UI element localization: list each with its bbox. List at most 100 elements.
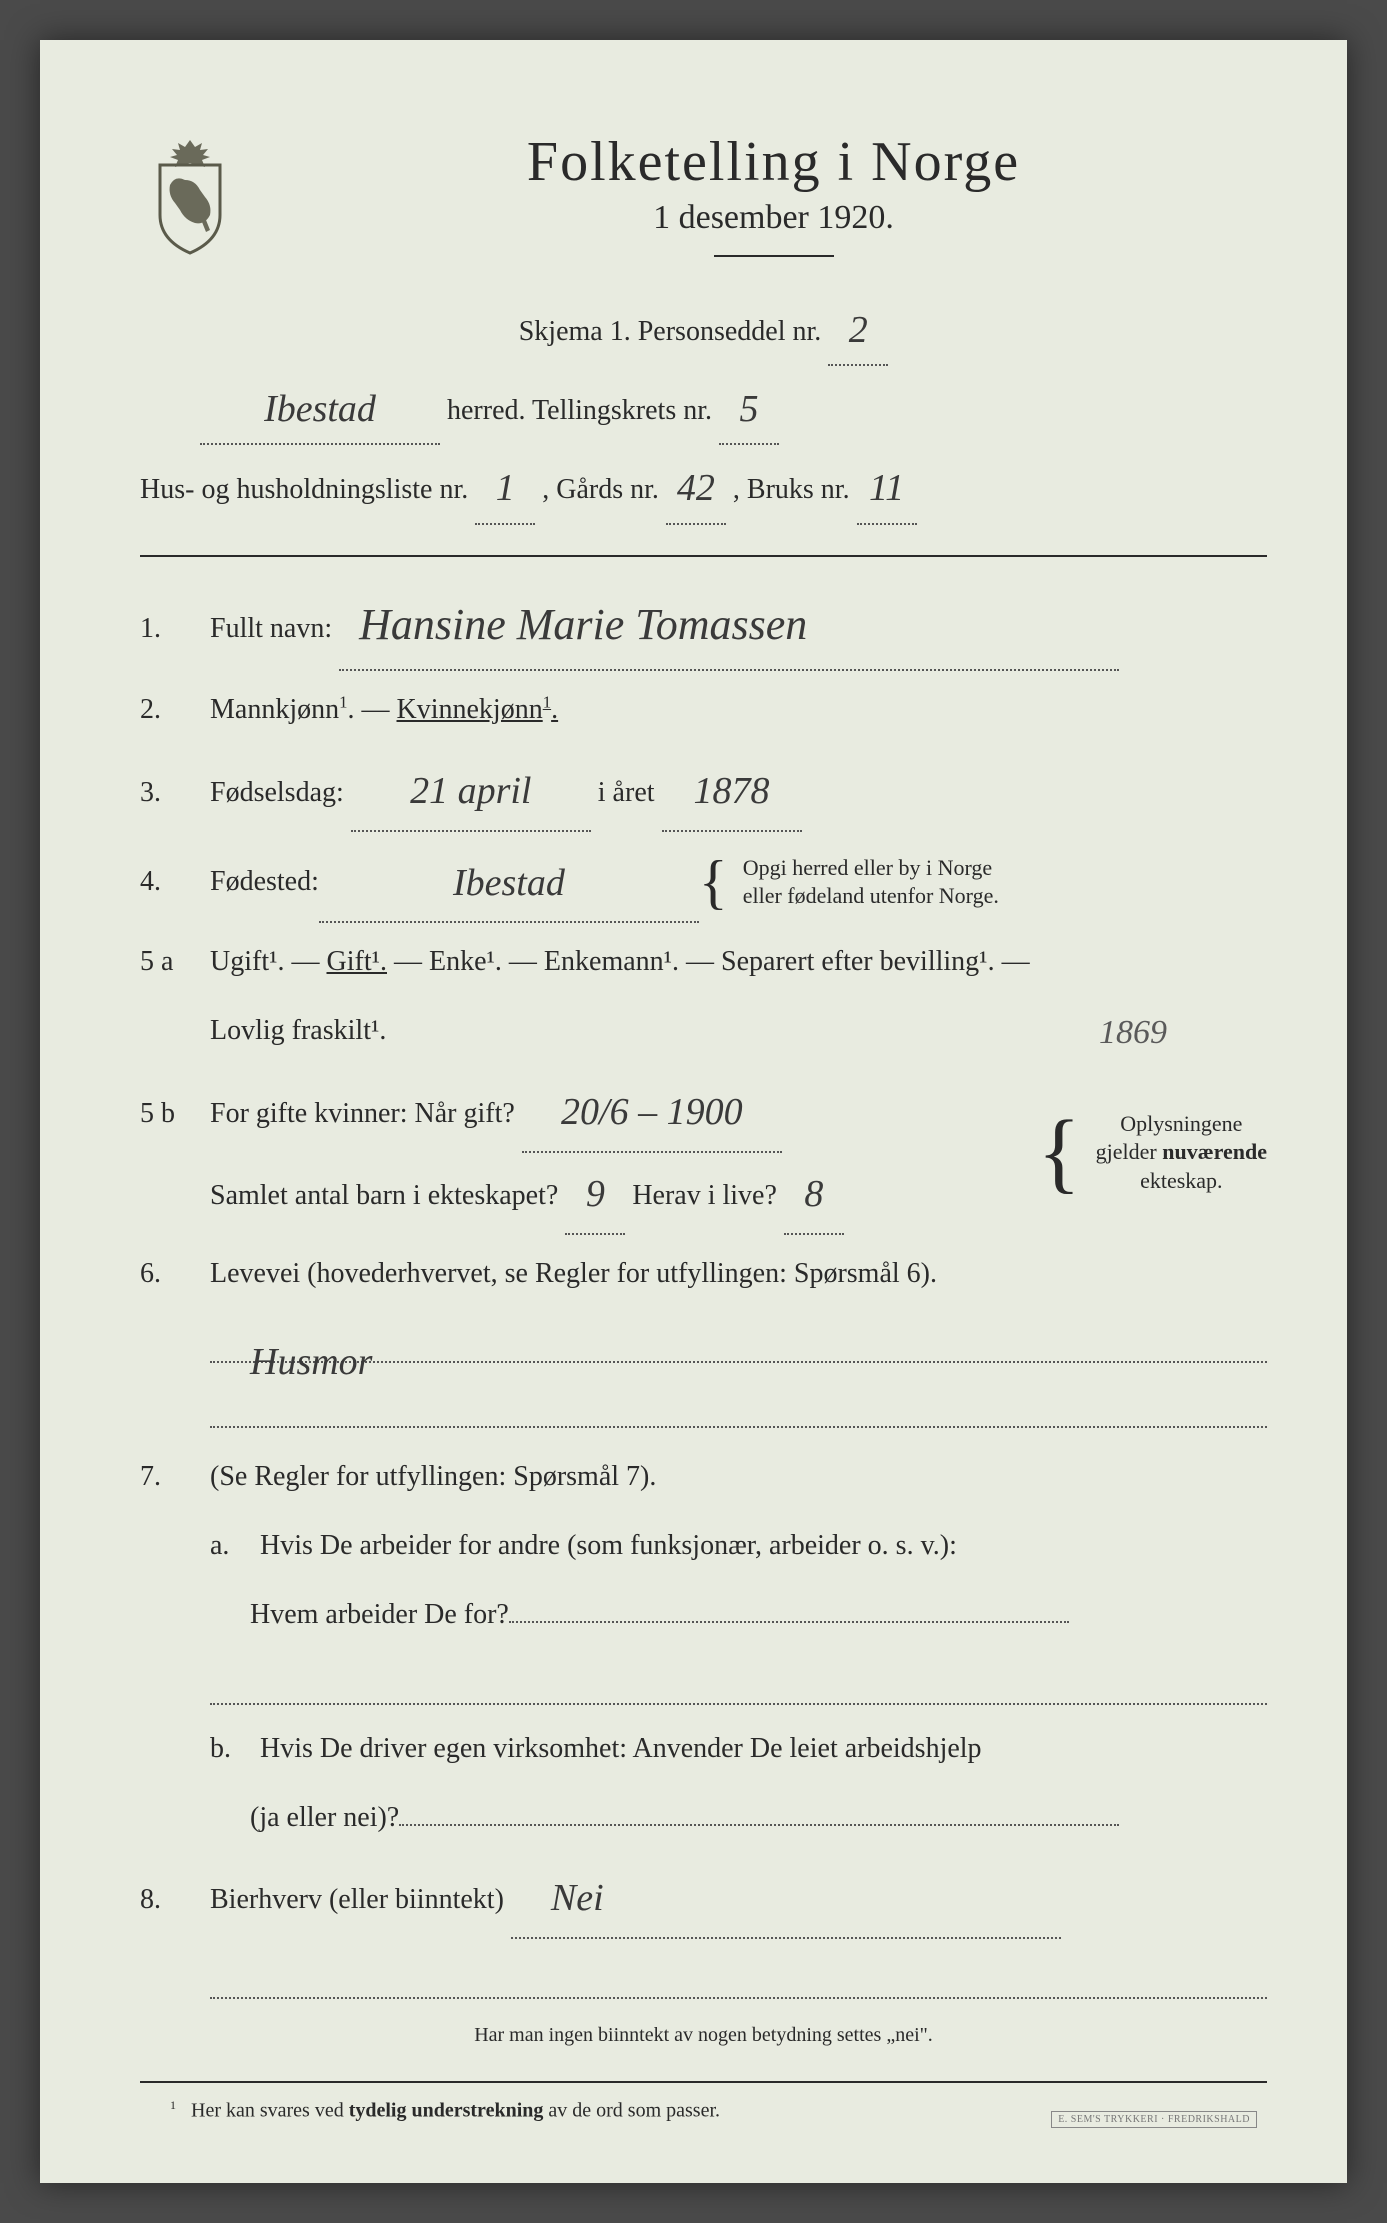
q1-num: 1. <box>140 600 210 659</box>
divider <box>140 555 1267 557</box>
q3-num: 3. <box>140 764 210 823</box>
census-form-page: Folketelling i Norge 1 desember 1920. Sk… <box>40 40 1347 2183</box>
occupation-value: Husmor <box>250 1341 372 1383</box>
bruks-field: 11 <box>857 450 917 524</box>
gards-value: 42 <box>677 467 715 509</box>
footer-hint: Har man ingen biinntekt av nogen betydni… <box>140 2014 1267 2056</box>
q7a-text2: Hvem arbeider De for? <box>250 1586 509 1645</box>
q2-sup1: 1 <box>339 693 347 712</box>
gards-label: , Gårds nr. <box>542 474 659 505</box>
q7b-text2: (ja eller nei)? <box>250 1789 399 1848</box>
q5b-l2b: Herav i live? <box>632 1180 777 1211</box>
q5a-rest: — Enke¹. — Enkemann¹. — Separert efter b… <box>394 946 1030 977</box>
footnote-text: Her kan svares ved tydelig understreknin… <box>191 2100 720 2122</box>
birthplace-field: Ibestad <box>319 842 699 924</box>
q7b-text1: Hvis De driver egen virksomhet: Anvender… <box>260 1720 1267 1779</box>
q7a-text1: Hvis De arbeider for andre (som funksjon… <box>260 1517 1267 1576</box>
q2-sup2: 1 <box>543 693 551 712</box>
marriage-date-field: 20/6 – 1900 <box>522 1071 782 1153</box>
question-4: 4. Fødested: Ibestad { Opgi herred eller… <box>140 842 1267 924</box>
person-nr-value: 2 <box>849 309 868 351</box>
q6-label: Levevei (hovederhvervet, se Regler for u… <box>210 1245 1267 1304</box>
children-alive-field: 8 <box>784 1153 844 1235</box>
q5b-brace: { Oplysningene gjelder nuværende ekteska… <box>1037 1110 1267 1196</box>
q4-note2: eller fødeland utenfor Norge. <box>743 883 999 908</box>
question-2: 2. Mannkjønn1. — Kvinnekjønn1. <box>140 681 1267 740</box>
q7-num: 7. <box>140 1448 210 1507</box>
birthplace-value: Ibestad <box>453 862 565 904</box>
herred-label: herred. Tellingskrets nr. <box>447 395 712 426</box>
question-3: 3. Fødselsdag: 21 april i året 1878 <box>140 750 1267 832</box>
employer-line2 <box>210 1655 1267 1705</box>
q3-label: Fødselsdag: <box>210 777 344 808</box>
occupation-field: Husmor <box>210 1313 1267 1363</box>
question-5b: 5 b For gifte kvinner: Når gift? 20/6 – … <box>140 1071 1267 1235</box>
hired-help-field <box>399 1824 1119 1826</box>
birthyear-value: 1878 <box>694 770 770 812</box>
children-total-value: 9 <box>586 1173 605 1215</box>
q1-label: Fullt navn: <box>210 613 332 644</box>
person-nr-field: 2 <box>828 292 888 366</box>
fullname-value: Hansine Marie Tomassen <box>359 600 807 649</box>
hush-value: 1 <box>496 467 515 509</box>
q8-num: 8. <box>140 1871 210 1930</box>
q3-mid: i året <box>598 777 655 808</box>
q5b-l2a: Samlet antal barn i ekteskapet? <box>210 1180 558 1211</box>
questions: 1. Fullt navn: Hansine Marie Tomassen 2.… <box>140 577 1267 2057</box>
q4-label: Fødested: <box>210 853 319 912</box>
header: Folketelling i Norge 1 desember 1920. <box>140 130 1267 282</box>
question-7b-line2: (ja eller nei)? <box>140 1789 1267 1848</box>
q5b-note3: ekteskap. <box>1140 1168 1222 1193</box>
q5a-gift-underlined: Gift¹. <box>327 946 388 977</box>
hush-label: Hus- og husholdningsliste nr. <box>140 474 468 505</box>
q7-label: (Se Regler for utfyllingen: Spørsmål 7). <box>210 1448 1267 1507</box>
q5b-note2b: nuværende <box>1162 1139 1267 1164</box>
main-title: Folketelling i Norge <box>280 130 1267 194</box>
q4-brace: { Opgi herred eller by i Norge eller fød… <box>699 854 999 911</box>
q5b-l1a: For gifte kvinner: Når gift? <box>210 1098 515 1129</box>
fullname-field: Hansine Marie Tomassen <box>339 577 1119 671</box>
q5b-num: 5 b <box>140 1085 210 1144</box>
margin-year-note: 1869 <box>1099 997 1167 1068</box>
q2-male: Mannkjønn <box>210 694 339 725</box>
q2-female-underlined: Kvinnekjønn <box>397 694 543 725</box>
employer-field <box>509 1621 1069 1623</box>
coat-of-arms-icon <box>140 135 240 255</box>
bruks-label: , Bruks nr. <box>733 474 850 505</box>
occupation-line2 <box>210 1378 1267 1428</box>
question-1: 1. Fullt navn: Hansine Marie Tomassen <box>140 577 1267 671</box>
meta-line-2: Ibestad herred. Tellingskrets nr. 5 <box>140 371 1267 445</box>
meta-line-1: Skjema 1. Personseddel nr. 2 <box>140 292 1267 366</box>
question-8: 8. Bierhverv (eller biinntekt) Nei <box>140 1857 1267 1939</box>
q7a-num: a. <box>210 1517 260 1576</box>
herred-field: Ibestad <box>200 371 440 445</box>
skjema-label: Skjema 1. Personseddel nr. <box>519 316 822 347</box>
hush-field: 1 <box>475 450 535 524</box>
krets-field: 5 <box>719 371 779 445</box>
birthyear-field: 1878 <box>662 750 802 832</box>
q4-note1: Opgi herred eller by i Norge <box>743 855 992 880</box>
q5a-ugift: Ugift¹. — <box>210 946 327 977</box>
secondary-occupation-field: Nei <box>511 1857 1061 1939</box>
birthday-field: 21 april <box>351 750 591 832</box>
question-6: 6. Levevei (hovederhvervet, se Regler fo… <box>140 1245 1267 1304</box>
subtitle: 1 desember 1920. <box>280 199 1267 237</box>
question-7b: b. Hvis De driver egen virksomhet: Anven… <box>140 1720 1267 1779</box>
printer-mark: E. SEM'S TRYKKERI · FREDRIKSHALD <box>1051 2111 1257 2128</box>
question-7a: a. Hvis De arbeider for andre (som funks… <box>140 1517 1267 1576</box>
q5b-note1: Oplysningene <box>1120 1111 1242 1136</box>
marriage-date-value: 20/6 – 1900 <box>561 1091 743 1133</box>
q5b-note2: gjelder <box>1096 1139 1163 1164</box>
title-block: Folketelling i Norge 1 desember 1920. <box>280 130 1267 282</box>
q5a-num: 5 a <box>140 933 210 992</box>
herred-value: Ibestad <box>264 388 376 430</box>
bruks-value: 11 <box>869 467 904 509</box>
children-total-field: 9 <box>565 1153 625 1235</box>
title-rule <box>714 255 834 257</box>
question-7: 7. (Se Regler for utfyllingen: Spørsmål … <box>140 1448 1267 1507</box>
q2-dash: — <box>362 694 397 725</box>
q8-label: Bierhverv (eller biinntekt) <box>210 1884 504 1915</box>
meta-line-3: Hus- og husholdningsliste nr. 1 , Gårds … <box>140 450 1267 524</box>
gards-field: 42 <box>666 450 726 524</box>
footer-divider <box>140 2081 1267 2083</box>
